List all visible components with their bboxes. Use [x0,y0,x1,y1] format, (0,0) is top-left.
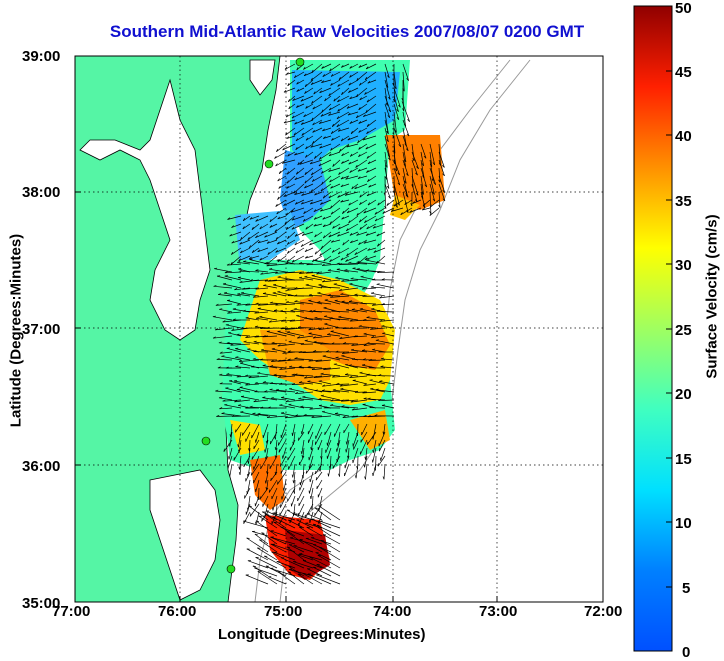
velocity-vector [216,416,232,417]
velocity-vector [363,320,376,321]
velocity-vector-head [321,540,324,541]
velocity-vector [369,360,385,361]
velocity-vector-head [370,380,373,381]
velocity-vector-head [319,381,322,382]
velocity-vector-head [247,349,250,350]
velocity-vector-head [349,284,352,285]
velocity-vector-head [308,300,311,301]
velocity-vector-head [269,490,270,493]
velocity-vector-head [372,460,373,463]
velocity-vector-head [324,316,327,317]
velocity-vector-head [265,450,266,453]
velocity-vector-head [240,387,243,388]
velocity-vector-head [324,307,327,308]
velocity-vector-head [238,269,241,270]
velocity-vector-head [319,547,322,548]
velocity-vector-head [226,324,229,325]
velocity-vector-head [325,300,328,301]
velocity-vector-head [274,522,277,523]
radar-station [202,437,210,445]
velocity-vector-head [317,293,320,294]
velocity-vector-head [312,275,315,276]
velocity-vector [336,384,349,385]
velocity-vector-head [240,363,243,364]
velocity-vector-head [313,524,316,525]
velocity-vector [295,480,296,494]
velocity-vector-head [258,572,261,573]
velocity-vector-head [378,463,379,466]
velocity-vector-head [225,276,228,277]
radar-station [296,58,304,66]
velocity-vector-head [289,567,292,568]
velocity-vector-head [322,411,325,412]
velocity-vector-head [267,331,270,332]
radar-station [227,565,235,573]
velocity-vector-head [289,388,292,389]
velocity-vector-head [323,356,326,357]
velocity-vector-head [335,300,338,301]
velocity-vector-head [277,291,280,292]
velocity-vector-head [247,538,250,539]
velocity-vector-head [273,293,276,294]
velocity-vector [376,456,377,471]
velocity-vector-head [346,449,347,452]
velocity-vector-head [250,259,253,260]
radar-station [265,160,273,168]
velocity-vector-head [319,506,322,507]
velocity-vector-head [228,332,231,333]
velocity-vector-head [319,284,322,285]
velocity-vector-head [382,333,385,334]
velocity-vector-head [341,355,344,356]
velocity-vector-head [253,566,256,567]
velocity-vector-head [251,473,252,476]
velocity-vector-head [227,300,230,301]
velocity-vector-head [331,331,334,332]
velocity-vector-head [345,364,348,365]
velocity-vector-head [370,388,373,389]
velocity-vector-head [371,309,374,310]
velocity-vector-head [315,513,316,516]
velocity-vector-head [304,387,307,388]
velocity-vector-head [324,324,327,325]
velocity-vector-head [292,433,293,436]
velocity-vector-head [287,332,290,333]
velocity-vector-head [235,348,238,349]
velocity-vector-head [273,284,276,285]
